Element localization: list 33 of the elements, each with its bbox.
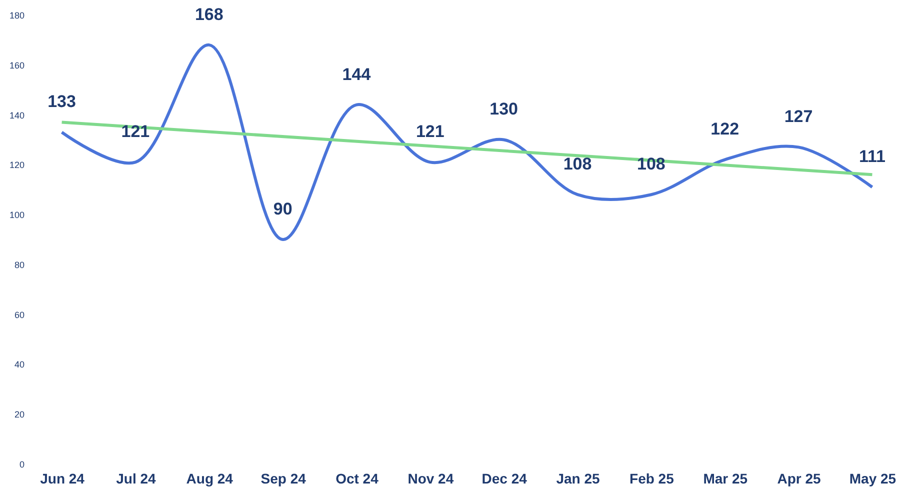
- x-tick-label: Dec 24: [482, 470, 528, 486]
- x-tick-label: Jun 24: [40, 470, 85, 486]
- x-tick-label: Mar 25: [703, 470, 748, 486]
- data-label: 168: [194, 4, 224, 24]
- y-tick-label: 120: [9, 160, 24, 170]
- data-label: 127: [784, 107, 813, 126]
- data-label: 121: [121, 122, 150, 142]
- y-tick-label: 60: [14, 310, 24, 320]
- data-label: 90: [273, 200, 292, 218]
- y-tick-label: 180: [9, 10, 24, 20]
- y-tick-label: 140: [9, 110, 24, 120]
- x-tick-label: Oct 24: [336, 470, 379, 486]
- data-label: 111: [858, 147, 886, 166]
- data-label: 108: [563, 154, 592, 174]
- y-tick-label: 0: [19, 460, 24, 470]
- x-tick-label: Nov 24: [408, 470, 454, 486]
- x-tick-label: Feb 25: [630, 470, 674, 486]
- x-tick-label: Aug 24: [186, 470, 234, 486]
- data-label: 121: [416, 122, 444, 142]
- data-label: 122: [710, 120, 740, 139]
- data-label: 133: [48, 92, 76, 112]
- y-tick-label: 80: [14, 260, 24, 270]
- x-tick-label: Jan 25: [556, 470, 600, 486]
- y-tick-label: 20: [14, 410, 24, 420]
- x-tick-label: Jul 24: [116, 470, 156, 486]
- x-tick-label: Apr 25: [777, 470, 822, 486]
- x-tick-label: Sep 24: [260, 470, 306, 486]
- data-label: 144: [342, 64, 372, 84]
- y-tick-label: 40: [14, 360, 24, 370]
- y-tick-label: 100: [9, 210, 24, 220]
- data-label: 130: [490, 100, 518, 119]
- y-tick-label: 160: [9, 60, 24, 70]
- x-tick-label: May 25: [849, 470, 896, 486]
